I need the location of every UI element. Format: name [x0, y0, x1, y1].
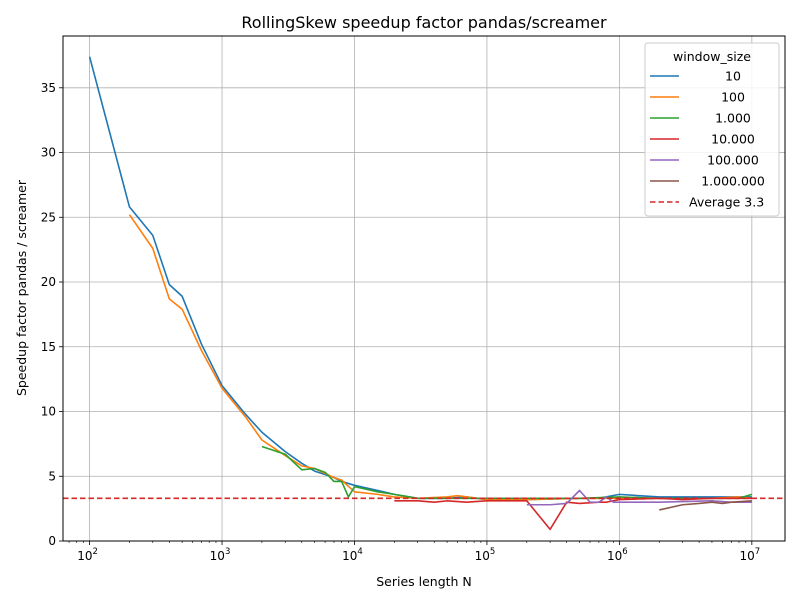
legend: window_size 10 100 1.000 10.000 100.000 1.000… — [644, 42, 780, 217]
series-line-4 — [526, 489, 752, 506]
series-line-3 — [394, 497, 752, 531]
y-tick-label: 20 — [41, 275, 56, 289]
y-tick-label: 10 — [41, 405, 56, 419]
x-axis-label: Series length N — [376, 574, 472, 589]
y-tick-label: 30 — [41, 146, 56, 160]
legend-label: 100 — [721, 90, 745, 105]
y-tick-label: 15 — [41, 340, 56, 354]
x-tick-exponent: 3 — [225, 547, 230, 557]
x-tick-exponent: 2 — [93, 547, 98, 557]
x-tick-exponent: 4 — [357, 547, 362, 557]
x-tick-exponent: 6 — [622, 547, 627, 557]
grid — [63, 36, 785, 542]
legend-items: 10 100 1.000 10.000 100.000 1.000.000 Average … — [650, 69, 765, 210]
x-tick-exponent: 5 — [490, 547, 495, 557]
legend-label: 10 — [725, 69, 741, 84]
legend-label: Average 3.3 — [689, 195, 764, 210]
y-axis-ticks: 0 5 10 15 20 25 30 35 — [41, 81, 63, 548]
legend-label: 1.000 — [715, 111, 751, 126]
series-line-5 — [659, 500, 752, 511]
legend-label: 1.000.000 — [701, 174, 765, 189]
plot-frame — [62, 35, 786, 542]
legend-label: 100.000 — [707, 153, 759, 168]
y-tick-label: 0 — [48, 534, 56, 548]
legend-title: window_size — [673, 49, 751, 64]
legend-label: 10.000 — [711, 132, 755, 147]
y-axis-label: Speedup factor pandas / screamer — [14, 179, 29, 396]
legend-box — [644, 42, 780, 217]
series-line-1 — [128, 214, 752, 501]
series-group — [88, 56, 753, 531]
y-tick-label: 25 — [41, 210, 56, 224]
y-tick-label: 35 — [41, 81, 56, 95]
chart-title: RollingSkew speedup factor pandas/scream… — [241, 13, 607, 32]
y-tick-label: 5 — [48, 469, 56, 483]
x-tick-exponent: 7 — [755, 547, 760, 557]
